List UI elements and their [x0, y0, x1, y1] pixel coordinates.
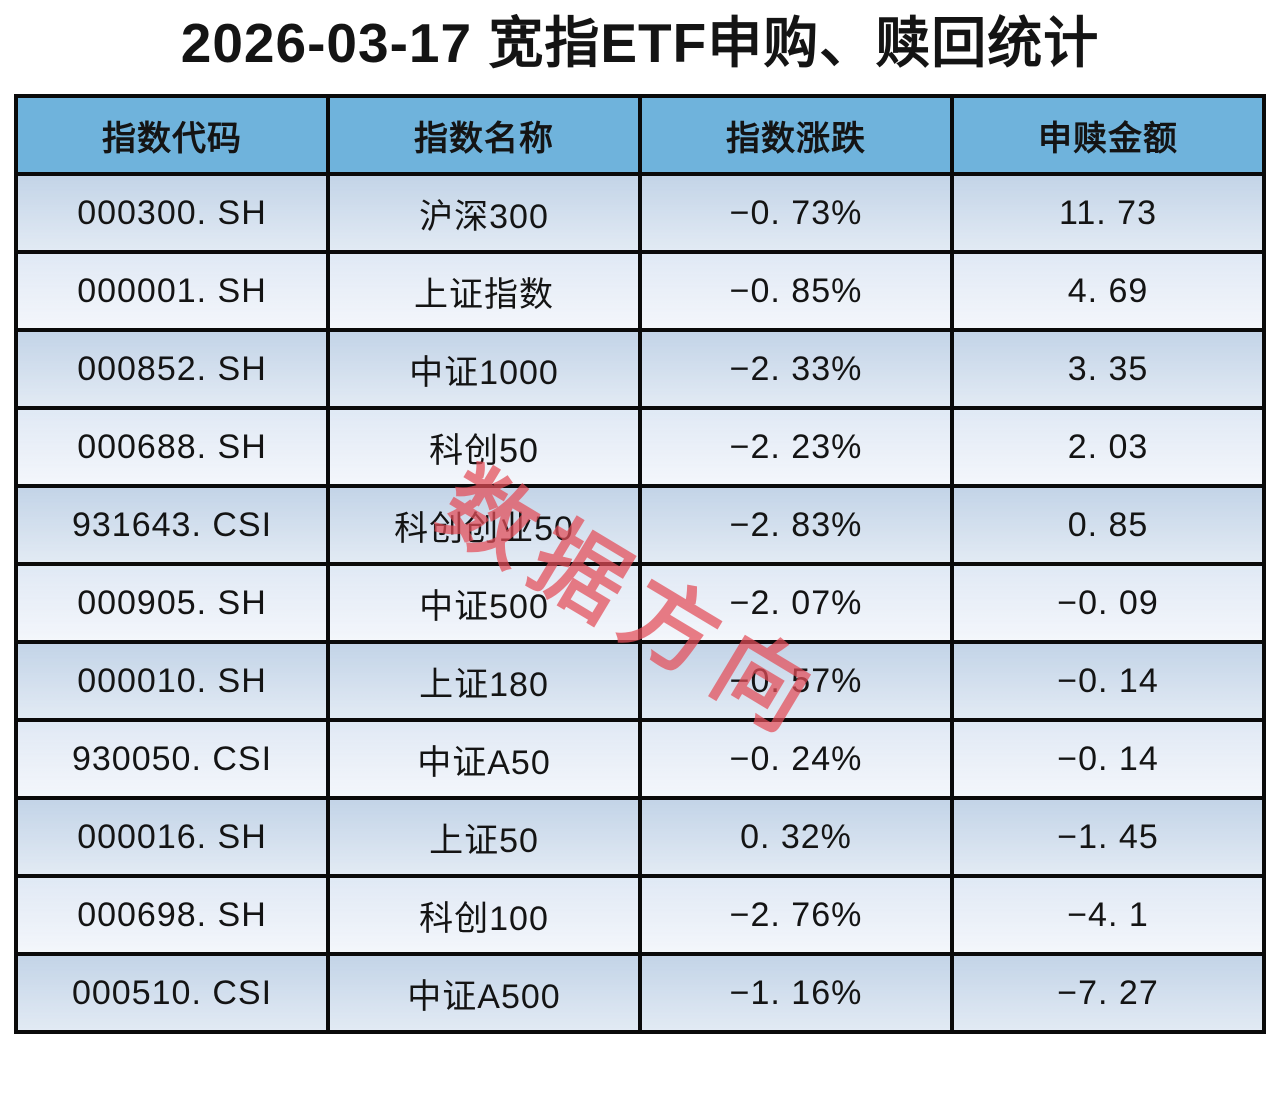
cell-index-name: 中证A500 [326, 952, 642, 1035]
cell-index-change: 0. 32% [638, 796, 954, 879]
cell-index-code: 000905. SH [14, 562, 330, 645]
cell-amount: −1. 45 [950, 796, 1266, 879]
cell-amount: −0. 14 [950, 640, 1266, 723]
table-row: 930050. CSI 中证A50 −0. 24% −0. 14 [14, 718, 1266, 801]
cell-index-code: 000510. CSI [14, 952, 330, 1035]
cell-index-code: 931643. CSI [14, 484, 330, 567]
column-header-amount: 申赎金额 [950, 94, 1266, 177]
cell-index-code: 000001. SH [14, 250, 330, 333]
cell-index-change: −2. 83% [638, 484, 954, 567]
cell-index-change: −0. 73% [638, 172, 954, 255]
cell-index-code: 000688. SH [14, 406, 330, 489]
cell-index-name: 中证1000 [326, 328, 642, 411]
cell-index-code: 000016. SH [14, 796, 330, 879]
cell-index-name: 科创创业50 [326, 484, 642, 567]
cell-index-code: 000698. SH [14, 874, 330, 957]
table-row: 000510. CSI 中证A500 −1. 16% −7. 27 [14, 952, 1266, 1035]
cell-index-code: 000300. SH [14, 172, 330, 255]
cell-amount: 4. 69 [950, 250, 1266, 333]
cell-amount: −0. 14 [950, 718, 1266, 801]
cell-index-name: 上证指数 [326, 250, 642, 333]
cell-index-change: −0. 57% [638, 640, 954, 723]
cell-index-code: 930050. CSI [14, 718, 330, 801]
cell-index-name: 中证A50 [326, 718, 642, 801]
table-body: 000300. SH 沪深300 −0. 73% 11. 73 000001. … [14, 172, 1266, 1035]
cell-amount: 3. 35 [950, 328, 1266, 411]
cell-amount: 2. 03 [950, 406, 1266, 489]
column-header-index-name: 指数名称 [326, 94, 642, 177]
cell-index-change: −0. 85% [638, 250, 954, 333]
cell-index-change: −2. 76% [638, 874, 954, 957]
cell-amount: −4. 1 [950, 874, 1266, 957]
table-row: 931643. CSI 科创创业50 −2. 83% 0. 85 [14, 484, 1266, 567]
table-header: 指数代码 指数名称 指数涨跌 申赎金额 [14, 94, 1266, 177]
cell-amount: 0. 85 [950, 484, 1266, 567]
cell-index-change: −2. 33% [638, 328, 954, 411]
page-title: 2026-03-17 宽指ETF申购、赎回统计 [180, 12, 1100, 74]
cell-index-name: 沪深300 [326, 172, 642, 255]
table-row: 000698. SH 科创100 −2. 76% −4. 1 [14, 874, 1266, 957]
table-row: 000010. SH 上证180 −0. 57% −0. 14 [14, 640, 1266, 723]
cell-amount: −0. 09 [950, 562, 1266, 645]
table-row: 000016. SH 上证50 0. 32% −1. 45 [14, 796, 1266, 879]
etf-table: 指数代码 指数名称 指数涨跌 申赎金额 000300. SH 沪深300 −0.… [14, 94, 1266, 1035]
cell-index-name: 科创100 [326, 874, 642, 957]
cell-index-name: 上证50 [326, 796, 642, 879]
cell-index-name: 上证180 [326, 640, 642, 723]
cell-index-change: −1. 16% [638, 952, 954, 1035]
cell-index-name: 科创50 [326, 406, 642, 489]
table-row: 000905. SH 中证500 −2. 07% −0. 09 [14, 562, 1266, 645]
cell-index-change: −2. 07% [638, 562, 954, 645]
table-row: 000300. SH 沪深300 −0. 73% 11. 73 [14, 172, 1266, 255]
cell-index-code: 000852. SH [14, 328, 330, 411]
column-header-index-change: 指数涨跌 [638, 94, 954, 177]
cell-amount: −7. 27 [950, 952, 1266, 1035]
cell-index-name: 中证500 [326, 562, 642, 645]
cell-index-change: −2. 23% [638, 406, 954, 489]
cell-amount: 11. 73 [950, 172, 1266, 255]
table-row: 000688. SH 科创50 −2. 23% 2. 03 [14, 406, 1266, 489]
table-row: 000001. SH 上证指数 −0. 85% 4. 69 [14, 250, 1266, 333]
cell-index-change: −0. 24% [638, 718, 954, 801]
table-row: 000852. SH 中证1000 −2. 33% 3. 35 [14, 328, 1266, 411]
header-row: 指数代码 指数名称 指数涨跌 申赎金额 [14, 94, 1266, 177]
cell-index-code: 000010. SH [14, 640, 330, 723]
column-header-index-code: 指数代码 [14, 94, 330, 177]
